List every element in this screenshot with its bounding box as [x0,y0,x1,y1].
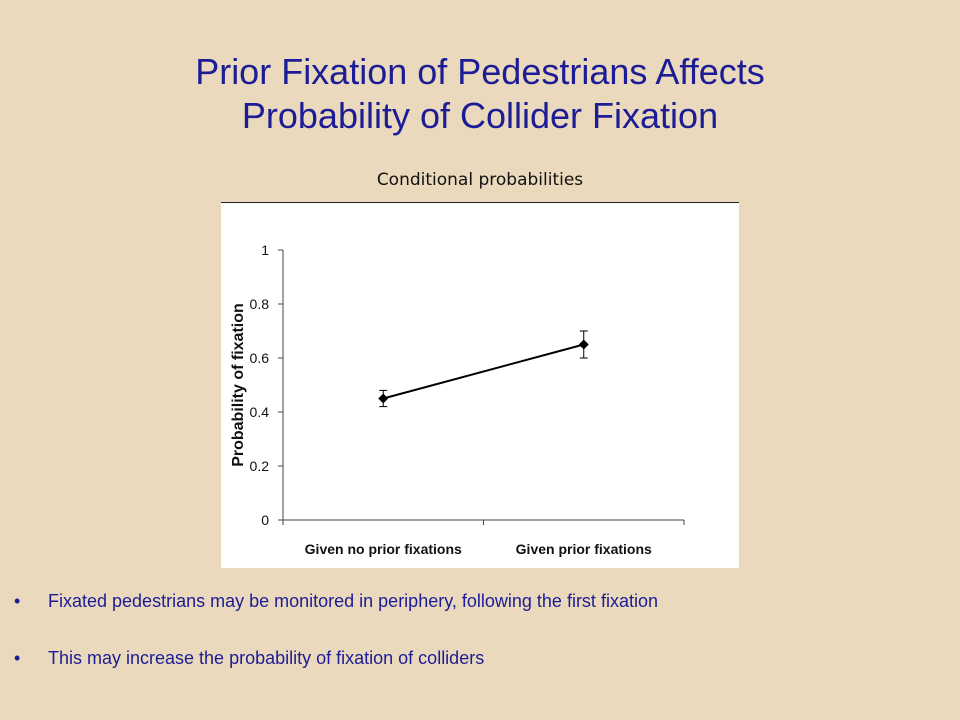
series-line [382,343,585,400]
y-tick-label: 0 [261,512,269,528]
slide-title-line-2: Probability of Collider Fixation [241,95,719,136]
y-tick-label: 0.6 [250,350,270,366]
chart-caption: Conditional probabilities [376,170,584,190]
x-tick-label: Given no prior fixations [305,541,462,557]
data-point-diamond [378,393,389,404]
bullet-text: This may increase the probability of fix… [48,648,485,668]
bullet-dot-icon: • [14,591,21,611]
y-tick-label: 1 [261,242,269,258]
y-tick-label: 0.4 [250,404,270,420]
chart-panel: 0 0.2 0.4 0.6 0.8 1 Given no prior fixations Gi… [221,202,739,568]
y-axis-label: Probability of fixation [230,303,247,467]
bullet-dot-icon: • [14,648,21,668]
slide-title: Prior Fixation of Pedestrians Affects Pr… [0,50,960,138]
bullet-item: • Fixated pedestrians may be monitored i… [14,588,658,614]
bullet-item: • This may increase the probability of f… [14,645,658,671]
y-tick-label: 0.2 [250,458,270,474]
slide-title-line-1: Prior Fixation of Pedestrians Affects [195,51,765,92]
data-point-diamond [578,339,589,350]
line-chart: 0 0.2 0.4 0.6 0.8 1 Given no prior fixations Gi… [230,242,685,557]
bullet-list: • Fixated pedestrians may be monitored i… [14,588,658,671]
y-tick-label: 0.8 [250,296,270,312]
x-tick-label: Given prior fixations [516,541,652,557]
bullet-text: Fixated pedestrians may be monitored in … [48,591,658,611]
